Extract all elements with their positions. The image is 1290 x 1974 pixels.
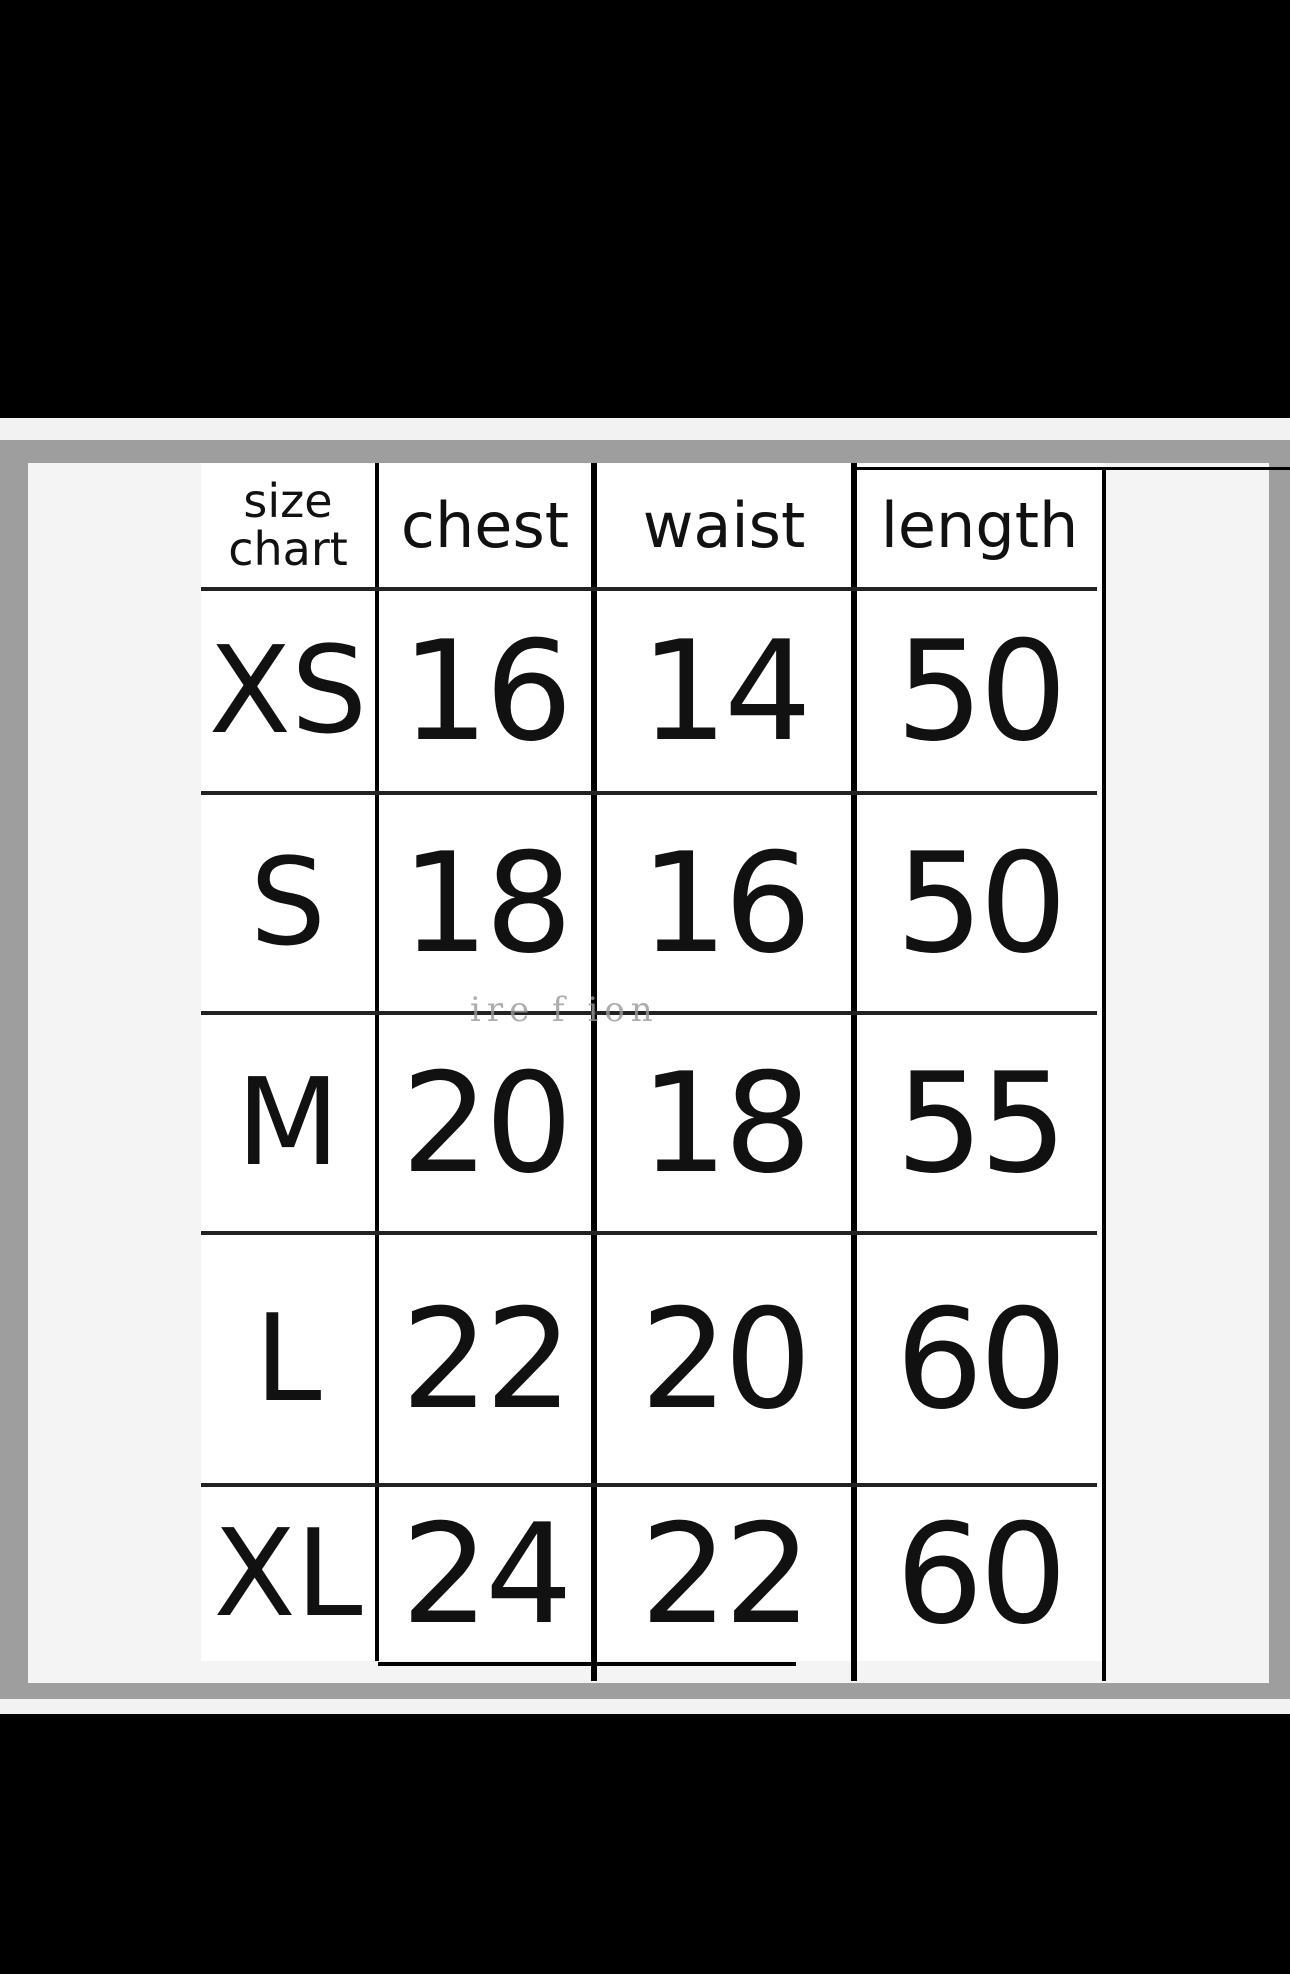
waist-value: 22 <box>640 1493 812 1655</box>
column-divider <box>591 463 597 1681</box>
size-label: XL <box>213 1504 363 1644</box>
corner-label-line1: size <box>243 474 333 528</box>
size-label: L <box>254 1289 322 1429</box>
header-waist: waist <box>642 488 806 562</box>
column-divider <box>375 463 379 1661</box>
bottom-band <box>0 1699 1290 1714</box>
waist-value: 18 <box>640 1042 812 1204</box>
header-length: length <box>880 488 1079 562</box>
column-divider <box>851 463 857 1681</box>
row-divider <box>201 1231 1097 1235</box>
chest-value: 16 <box>401 610 573 772</box>
row-divider <box>201 1011 1097 1015</box>
length-top-border <box>856 467 1290 470</box>
table-right-border <box>1102 467 1106 1681</box>
size-chart-table: size chart chest waist length XS 16 14 50 S 1… <box>201 463 1290 1681</box>
corner-label-line2: chart <box>228 522 348 576</box>
corner-label: size chart <box>201 463 375 587</box>
waist-value: 14 <box>640 610 812 772</box>
length-value: 60 <box>895 1278 1068 1440</box>
waist-value: 16 <box>640 822 812 984</box>
row-divider <box>201 791 1097 795</box>
length-value: 50 <box>895 610 1068 772</box>
length-value: 55 <box>895 1042 1068 1204</box>
length-value: 60 <box>895 1493 1068 1655</box>
waist-value: 20 <box>640 1278 812 1440</box>
column-bottom-border <box>378 1662 796 1666</box>
size-label: XS <box>208 621 368 761</box>
watermark: ire f ion <box>470 990 659 1030</box>
chest-value: 24 <box>401 1493 573 1655</box>
header-chest: chest <box>400 488 570 562</box>
chest-value: 20 <box>401 1042 573 1204</box>
chest-value: 22 <box>401 1278 573 1440</box>
top-band <box>0 418 1290 440</box>
chest-value: 18 <box>401 822 573 984</box>
row-divider <box>201 1483 1097 1487</box>
size-label: M <box>236 1053 340 1193</box>
row-divider <box>201 587 1097 591</box>
size-label: S <box>249 833 327 973</box>
length-value: 50 <box>895 822 1068 984</box>
